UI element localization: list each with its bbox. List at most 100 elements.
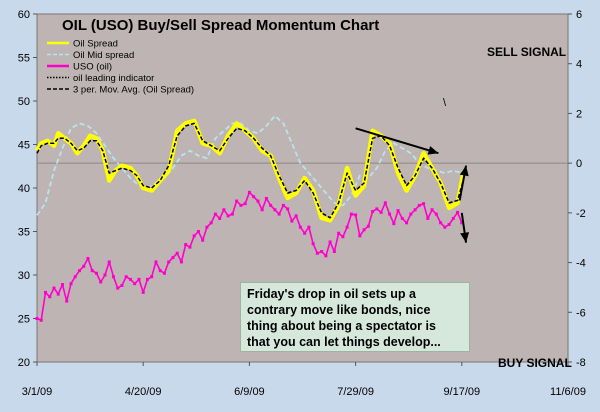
uso-data-point: [294, 214, 298, 218]
uso-data-point: [247, 190, 251, 194]
uso-data-point: [120, 283, 124, 287]
series-line-oil-mid-spread: [36, 115, 463, 216]
y-right-tick-label: -2: [576, 208, 586, 220]
uso-data-point: [124, 275, 128, 279]
series-line-oil-spread: [35, 118, 467, 223]
uso-data-point: [43, 290, 47, 294]
uso-data-point: [48, 295, 52, 299]
uso-data-point: [383, 201, 387, 205]
series-layer: [35, 115, 467, 322]
uso-data-point: [209, 221, 213, 225]
uso-data-point: [379, 210, 383, 214]
uso-data-point: [162, 271, 166, 275]
uso-data-point: [358, 234, 362, 238]
uso-data-point: [443, 225, 447, 229]
arrow-head: [460, 232, 470, 243]
uso-data-point: [264, 196, 268, 200]
uso-data-point: [213, 212, 217, 216]
uso-data-point: [400, 216, 404, 220]
note-line-2: contrary move like bonds, nice: [247, 303, 431, 317]
uso-data-point: [320, 250, 324, 254]
y-right-tick-label: 0: [576, 158, 582, 170]
uso-data-point: [201, 238, 205, 242]
legend-label: USO (oil): [73, 62, 112, 73]
y-right-tick-label: 2: [576, 108, 582, 120]
uso-data-point: [307, 225, 311, 229]
uso-data-point: [171, 256, 175, 260]
y-left-axis: 20 25 30 35 40 45 50 55 60: [18, 9, 37, 369]
uso-data-point: [371, 209, 375, 213]
y-right-axis: -8 -6 -4 -2 0 2 4 6: [568, 9, 586, 369]
y-left-tick-label: 45: [18, 140, 30, 152]
uso-data-point: [256, 199, 260, 203]
uso-data-point: [328, 240, 332, 244]
uso-data-point: [175, 251, 179, 255]
y-left-tick-label: 40: [18, 183, 30, 195]
uso-data-point: [269, 203, 273, 207]
uso-data-point: [69, 282, 73, 286]
note-line-1: Friday's drop in oil sets up a: [247, 287, 416, 301]
uso-data-point: [133, 282, 137, 286]
x-tick-label: 11/6/09: [550, 386, 586, 398]
arrow-head: [459, 165, 469, 177]
y-left-tick-label: 20: [18, 357, 30, 369]
legend-label: 3 per. Mov. Avg. (Oil Spread): [73, 85, 194, 96]
y-right-tick-label: -8: [576, 357, 586, 369]
y-left-tick-label: 50: [18, 96, 30, 108]
x-tick-label: 4/20/09: [125, 386, 162, 398]
uso-data-point: [439, 221, 443, 225]
uso-data-point: [388, 212, 392, 216]
uso-data-point: [434, 212, 438, 216]
uso-data-point: [167, 260, 171, 264]
uso-data-point: [413, 208, 417, 212]
y-left-tick-label: 25: [18, 314, 30, 326]
uso-data-point: [290, 219, 294, 223]
uso-data-point: [137, 277, 141, 281]
uso-data-point: [392, 222, 396, 226]
series-line-3-per-mov-avg-oil-spread: [36, 122, 465, 219]
uso-data-point: [235, 199, 239, 203]
uso-data-point: [103, 273, 107, 277]
y-right-tick-label: -4: [576, 258, 586, 270]
uso-data-point: [243, 202, 247, 206]
uso-data-point: [273, 208, 277, 212]
annotation-arrows: [355, 127, 470, 243]
uso-data-point: [111, 275, 115, 279]
uso-data-point: [332, 250, 336, 254]
uso-data-point: [260, 208, 264, 212]
uso-data-point: [341, 235, 345, 239]
legend-label: Oil Mid spread: [73, 50, 134, 61]
uso-data-point: [409, 212, 413, 216]
uso-data-point: [56, 292, 60, 296]
uso-data-point: [230, 212, 234, 216]
uso-data-point: [107, 260, 111, 264]
note-line-4: that you can let things develop...: [247, 335, 441, 349]
uso-data-point: [460, 221, 464, 225]
uso-data-point: [303, 231, 307, 235]
legend-label: Oil Spread: [73, 39, 118, 50]
buy-signal-label: BUY SIGNAL: [498, 356, 572, 370]
uso-data-point: [362, 228, 366, 232]
arrow-head: [427, 146, 439, 155]
uso-data-point: [426, 216, 430, 220]
x-tick-label: 9/17/09: [443, 386, 480, 398]
uso-data-point: [73, 275, 77, 279]
x-tick-label: 7/29/09: [337, 386, 374, 398]
uso-data-point: [405, 221, 409, 225]
uso-data-point: [315, 251, 319, 255]
y-right-tick-label: 6: [576, 9, 582, 21]
x-axis: 3/1/09 4/20/09 6/9/09 7/29/09 9/17/09 11/6/09: [22, 362, 586, 398]
uso-data-point: [222, 208, 226, 212]
uso-data-point: [145, 277, 149, 281]
uso-data-point: [422, 202, 426, 206]
uso-data-point: [82, 264, 86, 268]
x-tick-label: 3/1/09: [22, 386, 53, 398]
uso-data-point: [349, 212, 353, 216]
uso-data-point: [77, 269, 81, 273]
uso-data-point: [298, 225, 302, 229]
uso-data-point: [286, 207, 290, 211]
x-tick-label: 6/9/09: [234, 386, 265, 398]
y-left-tick-label: 30: [18, 270, 30, 282]
uso-data-point: [324, 254, 328, 258]
